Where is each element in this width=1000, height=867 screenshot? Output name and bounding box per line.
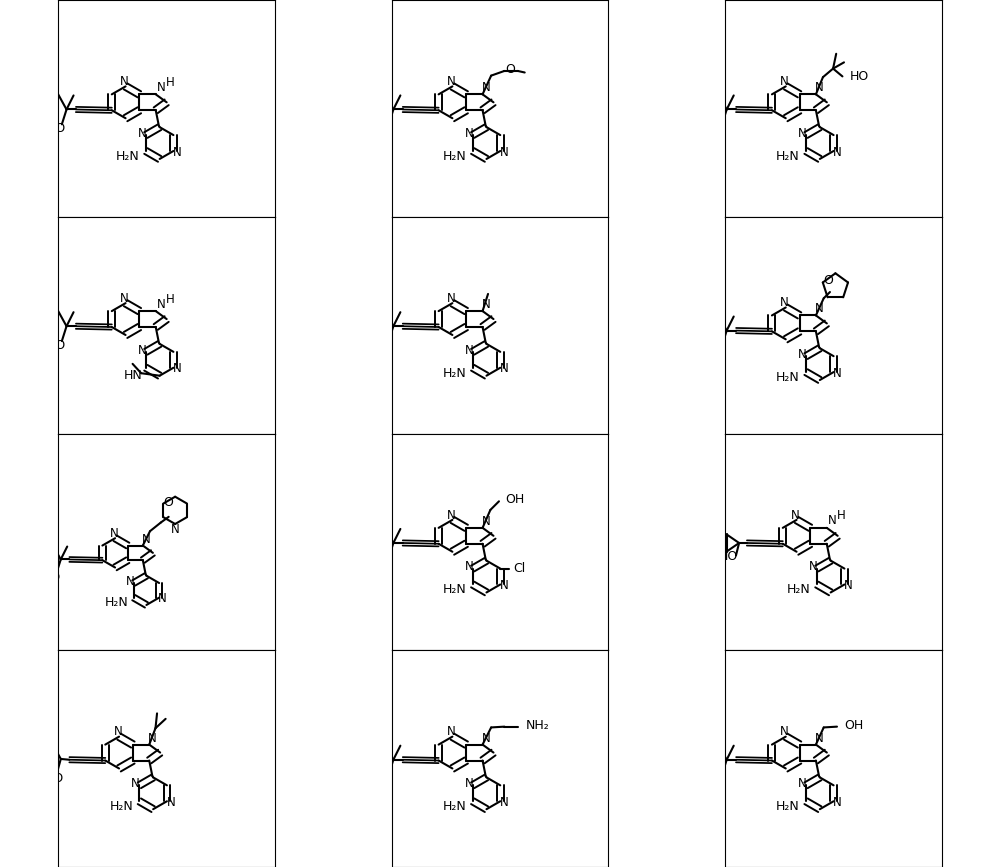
Text: N: N bbox=[157, 297, 166, 310]
Text: OH: OH bbox=[505, 493, 524, 506]
Text: HO: HO bbox=[719, 550, 738, 563]
Text: O: O bbox=[505, 63, 515, 76]
Text: N: N bbox=[447, 292, 456, 305]
Text: H₂N: H₂N bbox=[776, 800, 800, 813]
Text: N: N bbox=[157, 81, 166, 94]
Text: N: N bbox=[833, 146, 842, 159]
Text: N: N bbox=[500, 362, 509, 375]
Text: N: N bbox=[833, 367, 842, 380]
Text: H₂N: H₂N bbox=[443, 800, 467, 813]
Text: N: N bbox=[173, 146, 182, 159]
Text: N: N bbox=[173, 362, 182, 375]
Text: N: N bbox=[481, 81, 490, 95]
Text: H₂N: H₂N bbox=[787, 583, 811, 596]
Text: H₂N: H₂N bbox=[116, 150, 140, 163]
Text: N: N bbox=[780, 726, 789, 739]
Text: N: N bbox=[780, 75, 789, 88]
Text: N: N bbox=[481, 732, 490, 745]
Text: N: N bbox=[171, 523, 180, 536]
Text: N: N bbox=[500, 579, 509, 592]
Text: H₂N: H₂N bbox=[443, 150, 467, 163]
Text: N: N bbox=[798, 127, 806, 140]
Text: N: N bbox=[500, 796, 509, 809]
Text: N: N bbox=[780, 297, 789, 310]
Text: H₂N: H₂N bbox=[443, 583, 467, 596]
Text: N: N bbox=[447, 75, 456, 88]
Text: N: N bbox=[815, 732, 824, 745]
Text: N: N bbox=[148, 732, 157, 745]
Text: N: N bbox=[791, 509, 800, 522]
Text: N: N bbox=[798, 777, 806, 790]
Text: HO: HO bbox=[374, 772, 393, 786]
Text: H₂N: H₂N bbox=[443, 367, 467, 380]
Text: O: O bbox=[163, 496, 173, 509]
Text: N: N bbox=[798, 348, 806, 361]
Text: HO: HO bbox=[42, 570, 61, 583]
Text: N: N bbox=[166, 796, 175, 809]
Text: N: N bbox=[844, 579, 853, 592]
Text: HO: HO bbox=[707, 772, 726, 786]
Text: N: N bbox=[120, 292, 129, 305]
Text: HO: HO bbox=[707, 122, 726, 135]
Text: N: N bbox=[138, 127, 146, 140]
Text: N: N bbox=[833, 796, 842, 809]
Text: HO: HO bbox=[374, 339, 393, 352]
Text: N: N bbox=[809, 560, 817, 573]
Text: HO: HO bbox=[707, 343, 726, 356]
Text: Cl: Cl bbox=[514, 562, 526, 575]
Text: H₂N: H₂N bbox=[110, 800, 133, 813]
Text: N: N bbox=[447, 509, 456, 522]
Text: N: N bbox=[138, 343, 146, 356]
Text: HO: HO bbox=[374, 556, 393, 569]
Text: N: N bbox=[142, 533, 150, 546]
Text: NH₂: NH₂ bbox=[525, 719, 549, 732]
Text: N: N bbox=[500, 146, 509, 159]
Text: N: N bbox=[464, 560, 473, 573]
Text: N: N bbox=[126, 575, 135, 588]
Text: HO: HO bbox=[850, 70, 869, 83]
Text: N: N bbox=[481, 515, 490, 528]
Text: N: N bbox=[158, 592, 167, 605]
Text: HN: HN bbox=[124, 369, 143, 382]
Text: H: H bbox=[165, 76, 174, 89]
Text: H: H bbox=[836, 510, 845, 523]
Text: N: N bbox=[464, 777, 473, 790]
Text: N: N bbox=[114, 726, 122, 739]
Text: HO: HO bbox=[47, 122, 66, 135]
Text: OH: OH bbox=[844, 719, 863, 732]
Text: N: N bbox=[120, 75, 129, 88]
Text: HO: HO bbox=[47, 339, 66, 352]
Text: HO: HO bbox=[374, 122, 393, 135]
Text: N: N bbox=[481, 298, 490, 311]
Text: H: H bbox=[165, 293, 174, 306]
Text: N: N bbox=[828, 514, 837, 527]
Text: H₂N: H₂N bbox=[776, 150, 800, 163]
Text: N: N bbox=[447, 726, 456, 739]
Text: N: N bbox=[464, 127, 473, 140]
Text: N: N bbox=[110, 527, 118, 540]
Text: H₂N: H₂N bbox=[776, 371, 800, 384]
Text: H₂N: H₂N bbox=[104, 596, 128, 610]
Text: N: N bbox=[464, 343, 473, 356]
Text: N: N bbox=[815, 81, 824, 95]
Text: N: N bbox=[815, 303, 824, 316]
Text: O: O bbox=[823, 274, 833, 287]
Text: HO: HO bbox=[45, 772, 64, 785]
Text: N: N bbox=[131, 777, 140, 790]
